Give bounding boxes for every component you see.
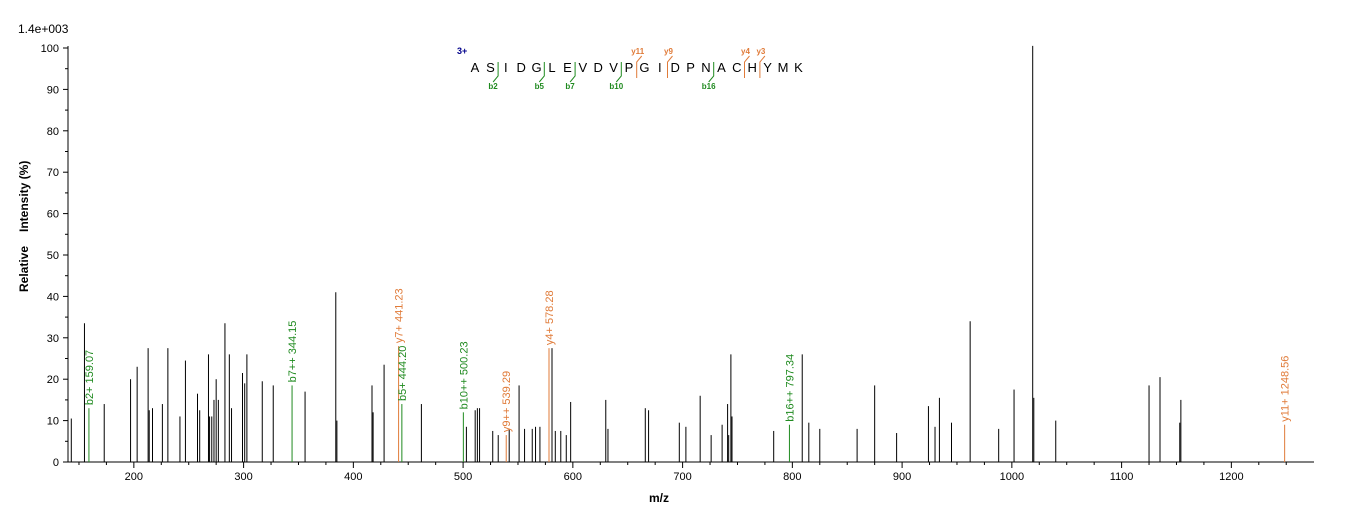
peak-label: y11+ 1248.56	[1280, 356, 1292, 422]
x-tick-label: 1100	[1110, 471, 1134, 483]
sequence-residue: N	[701, 60, 710, 75]
b-ion-marker	[492, 62, 499, 83]
sequence-residue: P	[625, 60, 634, 75]
y-axis-title-second-word: Intensity (%)	[17, 161, 31, 232]
y-tick-label: 50	[47, 250, 59, 262]
peak-label: y9++ 539.29	[501, 371, 513, 432]
axes: 0 10 20 30 40 50 60 70 80 90 100 200 300 400 500 600 700…	[41, 43, 1314, 483]
sequence-residue: E	[563, 60, 572, 75]
sequence-residue: D	[594, 60, 603, 75]
intensity-scale-label: 1.4e+003	[18, 22, 69, 36]
x-tick-label: 1200	[1219, 471, 1243, 483]
y-tick-label: 0	[53, 457, 59, 469]
sequence-residue: S	[486, 60, 495, 75]
y-tick-label: 60	[47, 209, 59, 221]
peak-label: b16++ 797.34	[784, 354, 796, 422]
x-tick-label: 200	[125, 471, 143, 483]
peak-label: b10++ 500.23	[458, 341, 470, 409]
y-tick-label: 90	[47, 84, 59, 96]
x-axis-title: m/z	[649, 491, 669, 505]
y-tick-label: 70	[47, 167, 59, 179]
peak-label: y7+ 441.23	[394, 288, 406, 343]
y-ion-label: y9	[664, 47, 673, 56]
y-tick-label: 80	[47, 126, 59, 138]
x-tick-label: 300	[234, 471, 252, 483]
y-ion-label: y3	[756, 47, 765, 56]
x-tick-label: 900	[893, 471, 911, 483]
x-tick-label: 600	[564, 471, 582, 483]
x-tick-label: 400	[344, 471, 362, 483]
b-ion-label: b10	[609, 82, 623, 91]
y-ion-label: y4	[741, 47, 750, 56]
sequence-residue: L	[548, 60, 555, 75]
sequence-residue: G	[532, 60, 542, 75]
y-ion-marker	[744, 55, 750, 78]
sequence-residue: A	[717, 60, 726, 75]
x-tick-label: 1000	[1000, 471, 1024, 483]
y-tick-label: 20	[47, 374, 59, 386]
sequence-residue: D	[671, 60, 680, 75]
sequence-residue: Y	[763, 60, 772, 75]
sequence-residue: I	[658, 60, 662, 75]
y-ion-marker	[667, 55, 673, 78]
sequence-residue: D	[517, 60, 526, 75]
b-ion-label: b2	[488, 82, 498, 91]
b-ion-marker	[708, 62, 715, 83]
sequence-residue: G	[639, 60, 649, 75]
b-ion-marker	[615, 62, 622, 83]
peak-label: b2+ 159.07	[84, 350, 96, 405]
b-ion-marker	[569, 62, 576, 83]
x-tick-label: 700	[673, 471, 691, 483]
y-tick-label: 100	[41, 43, 59, 55]
peak-labels-layer: b2+ 159.07 b7++ 344.15 y7+ 441.23 b5+ 444.2…	[84, 288, 1292, 432]
peak-label: b7++ 344.15	[287, 321, 299, 383]
y-tick-label: 10	[47, 416, 59, 428]
sequence-residue: C	[732, 60, 741, 75]
sequence-residue: P	[686, 60, 695, 75]
sequence-residue: A	[471, 60, 480, 75]
sequence-residue: M	[778, 60, 789, 75]
charge-state: 3+	[457, 46, 467, 56]
y-tick-label: 30	[47, 333, 59, 345]
y-ion-marker	[636, 55, 643, 78]
peaks-layer	[70, 45, 1286, 462]
y-axis-title-first-word: Relative	[17, 246, 31, 292]
sequence-residue: V	[578, 60, 587, 75]
y-axis-title: Relative Intensity (%)	[17, 161, 31, 292]
sequence-residue: K	[794, 60, 803, 75]
b-ion-marker	[538, 62, 545, 83]
x-tick-label: 500	[454, 471, 472, 483]
b-ion-label: b7	[565, 82, 575, 91]
peak-label: b5+ 444.20	[397, 346, 409, 401]
peak-label: y4+ 578.28	[544, 290, 556, 345]
x-tick-label: 800	[783, 471, 801, 483]
sequence-residue: H	[748, 60, 757, 75]
b-ion-label: b5	[535, 82, 545, 91]
y-tick-label: 40	[47, 291, 59, 303]
sequence-residue: V	[609, 60, 618, 75]
sequence-residue: I	[504, 60, 508, 75]
y-ion-label: y11	[631, 47, 644, 56]
y-ion-marker	[759, 55, 766, 78]
b-ion-label: b16	[702, 82, 716, 91]
